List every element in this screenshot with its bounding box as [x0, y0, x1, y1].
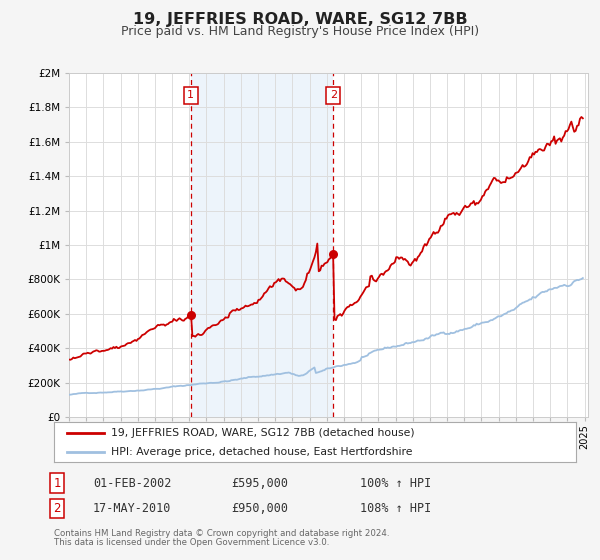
Text: Price paid vs. HM Land Registry's House Price Index (HPI): Price paid vs. HM Land Registry's House …	[121, 25, 479, 38]
Text: 2: 2	[53, 502, 61, 515]
Bar	[191, 73, 334, 417]
Text: 100% ↑ HPI: 100% ↑ HPI	[360, 477, 431, 490]
Text: 19, JEFFRIES ROAD, WARE, SG12 7BB (detached house): 19, JEFFRIES ROAD, WARE, SG12 7BB (detac…	[112, 428, 415, 438]
Text: 1: 1	[53, 477, 61, 490]
Text: Contains HM Land Registry data © Crown copyright and database right 2024.: Contains HM Land Registry data © Crown c…	[54, 529, 389, 538]
Text: 1: 1	[187, 90, 194, 100]
Text: 19, JEFFRIES ROAD, WARE, SG12 7BB: 19, JEFFRIES ROAD, WARE, SG12 7BB	[133, 12, 467, 27]
Text: 2: 2	[330, 90, 337, 100]
Text: This data is licensed under the Open Government Licence v3.0.: This data is licensed under the Open Gov…	[54, 538, 329, 547]
Text: 108% ↑ HPI: 108% ↑ HPI	[360, 502, 431, 515]
Text: HPI: Average price, detached house, East Hertfordshire: HPI: Average price, detached house, East…	[112, 447, 413, 457]
Text: £595,000: £595,000	[231, 477, 288, 490]
Text: 01-FEB-2002: 01-FEB-2002	[93, 477, 172, 490]
Text: £950,000: £950,000	[231, 502, 288, 515]
Text: 17-MAY-2010: 17-MAY-2010	[93, 502, 172, 515]
